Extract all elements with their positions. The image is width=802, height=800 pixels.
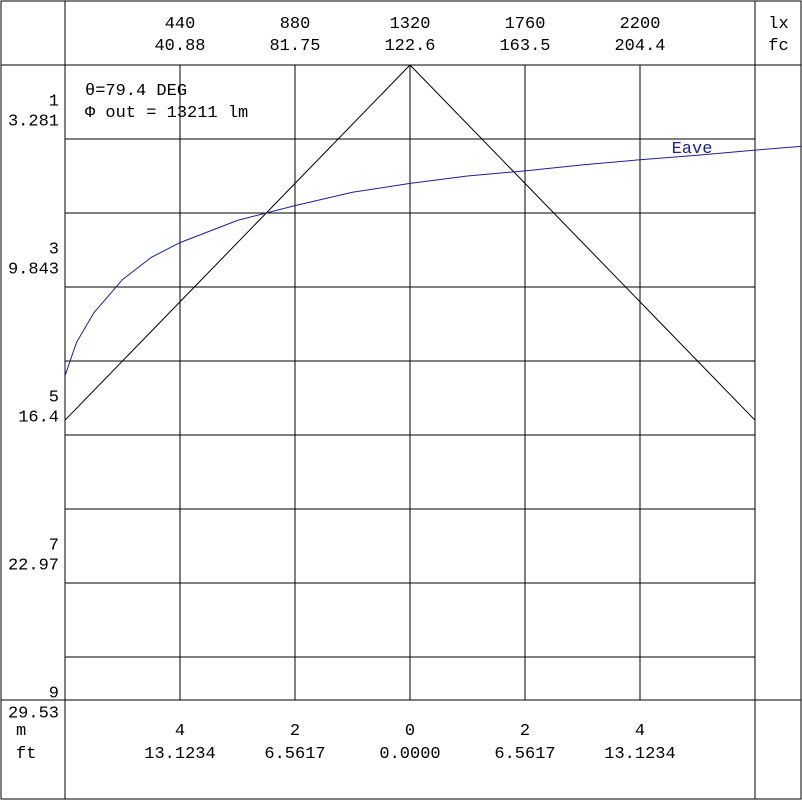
bottom-tick-m: 2: [520, 722, 530, 741]
eave-label: Eave: [672, 140, 713, 159]
bottom-tick-ft: 0.0000: [379, 745, 440, 764]
top-tick-fc: 122.6: [384, 37, 435, 56]
left-tick-ft: 9.843: [8, 261, 59, 280]
bottom-tick-ft: 13.1234: [604, 745, 675, 764]
unit-ft: ft: [16, 745, 36, 764]
left-tick-ft: 16.4: [18, 409, 59, 428]
theta-annotation: θ=79.4 DEG: [85, 82, 187, 101]
left-tick-m: 7: [49, 537, 59, 556]
top-tick-lx: 1320: [390, 15, 431, 34]
top-tick-fc: 204.4: [614, 37, 665, 56]
unit-fc: fc: [768, 37, 788, 56]
left-tick-m: 9: [49, 685, 59, 704]
top-tick-fc: 40.88: [154, 37, 205, 56]
top-tick-lx: 440: [165, 15, 196, 34]
bottom-tick-ft: 6.5617: [264, 745, 325, 764]
bottom-tick-m: 4: [635, 722, 645, 741]
left-tick-m: 5: [49, 389, 59, 408]
left-tick-m: 1: [49, 93, 59, 112]
bottom-tick-m: 4: [175, 722, 185, 741]
left-tick-ft: 22.97: [8, 557, 59, 576]
top-tick-fc: 81.75: [269, 37, 320, 56]
bottom-tick-m: 2: [290, 722, 300, 741]
cone-right: [410, 65, 755, 420]
top-tick-fc: 163.5: [499, 37, 550, 56]
left-tick-ft: 29.53: [8, 705, 59, 724]
top-tick-lx: 880: [280, 15, 311, 34]
bottom-tick-ft: 6.5617: [494, 745, 555, 764]
top-tick-lx: 2200: [620, 15, 661, 34]
eave-curve: [65, 146, 801, 375]
unit-m: m: [16, 722, 26, 741]
phi-annotation: Φ out = 13211 lm: [85, 104, 248, 123]
unit-lx: lx: [768, 15, 788, 34]
bottom-tick-ft: 13.1234: [144, 745, 215, 764]
left-tick-m: 3: [49, 241, 59, 260]
top-tick-lx: 1760: [505, 15, 546, 34]
bottom-tick-m: 0: [405, 722, 415, 741]
left-tick-ft: 3.281: [8, 113, 59, 132]
